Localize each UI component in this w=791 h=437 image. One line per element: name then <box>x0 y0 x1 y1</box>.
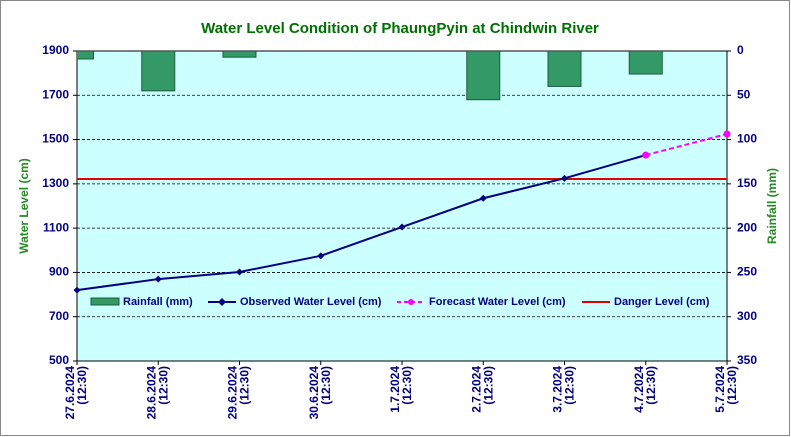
y-tick-label: 900 <box>49 265 69 279</box>
bar <box>628 51 663 75</box>
x-tick-label: 29.6.2024(12:30) <box>226 366 252 420</box>
point <box>317 252 325 260</box>
bar <box>466 51 501 101</box>
point <box>479 194 487 202</box>
legend-label: Danger Level (cm) <box>614 296 710 308</box>
legend-label: Rainfall (mm) <box>123 296 193 308</box>
plot-area <box>76 50 728 362</box>
point <box>73 286 81 294</box>
y2-tick-label: 0 <box>737 43 744 57</box>
x-tick-label-line: (12:30) <box>481 366 495 405</box>
y-axis-label: Water Level (cm) <box>17 158 31 254</box>
y2-tick-label: 50 <box>737 87 751 101</box>
y-tick-label: 1700 <box>42 87 69 101</box>
x-tick-label-line: 29.6.2024 <box>226 366 240 420</box>
point <box>236 268 243 276</box>
y2-tick-label: 200 <box>737 220 757 234</box>
x-tick-label-line: (12:30) <box>75 366 89 405</box>
point <box>561 174 568 182</box>
legend-label: Observed Water Level (cm) <box>240 296 382 308</box>
x-tick-label: 1.7.2024(12:30) <box>388 366 414 413</box>
x-tick-label-line: 5.7.2024 <box>713 366 727 413</box>
x-tick-label-line: (12:30) <box>156 366 170 405</box>
x-tick-label-line: 1.7.2024 <box>388 366 402 413</box>
legend-label: Forecast Water Level (cm) <box>429 296 566 308</box>
x-tick-label: 5.7.2024(12:30) <box>713 366 739 413</box>
x-tick-label-line: 2.7.2024 <box>469 366 483 413</box>
y-tick-label: 1300 <box>42 176 69 190</box>
x-tick-label-line: (12:30) <box>563 366 577 405</box>
legend: Rainfall (mm) Observed Water Level (cm) … <box>90 296 710 308</box>
x-tick-label-line: (12:30) <box>238 366 252 405</box>
x-tick-label: 4.7.2024(12:30) <box>632 366 658 413</box>
x-tick-label-line: 3.7.2024 <box>551 366 565 413</box>
x-tick-label: 30.6.2024(12:30) <box>307 366 333 420</box>
x-tick-label: 27.6.2024(12:30) <box>63 366 89 420</box>
y-tick-label: 1500 <box>42 132 69 146</box>
bar <box>141 51 176 92</box>
point <box>154 275 162 283</box>
legend-marker <box>408 299 414 305</box>
line <box>76 154 647 292</box>
legend-swatch <box>90 297 120 306</box>
bars <box>77 51 663 101</box>
y-tick-label: 1900 <box>42 43 69 57</box>
line <box>645 133 728 157</box>
x-tick-label-line: (12:30) <box>319 366 333 405</box>
point <box>398 223 406 231</box>
x-tick-label: 2.7.2024(12:30) <box>469 366 495 413</box>
x-tick-label-line: 30.6.2024 <box>307 366 321 420</box>
point <box>723 130 731 138</box>
plot <box>73 51 731 318</box>
legend-marker <box>218 298 226 306</box>
y2-tick-label: 300 <box>737 309 757 323</box>
chart-title: Water Level Condition of PhaungPyin at C… <box>201 20 599 37</box>
y2-tick-label: 150 <box>737 176 757 190</box>
point <box>642 151 650 159</box>
x-tick-label-line: (12:30) <box>644 366 658 405</box>
x-tick-label-line: (12:30) <box>725 366 739 405</box>
y2-tick-label: 250 <box>737 265 757 279</box>
y2-tick-label: 100 <box>737 132 757 146</box>
bar <box>77 51 94 60</box>
x-tick-label-line: (12:30) <box>400 366 414 405</box>
bar <box>547 51 582 87</box>
y2-tick-label: 350 <box>737 353 757 367</box>
y-tick-label: 500 <box>49 353 69 367</box>
y2-axis-label: Rainfall (mm) <box>765 168 779 244</box>
x-tick-label-line: 4.7.2024 <box>632 366 646 413</box>
x-tick-label: 28.6.2024(12:30) <box>144 366 170 420</box>
x-tick-label: 3.7.2024(12:30) <box>551 366 577 413</box>
bar <box>222 51 257 58</box>
y-tick-label: 1100 <box>43 220 69 234</box>
x-tick-label-line: 27.6.2024 <box>63 366 77 420</box>
y-tick-label: 700 <box>49 309 69 323</box>
x-tick-label-line: 28.6.2024 <box>144 366 158 420</box>
